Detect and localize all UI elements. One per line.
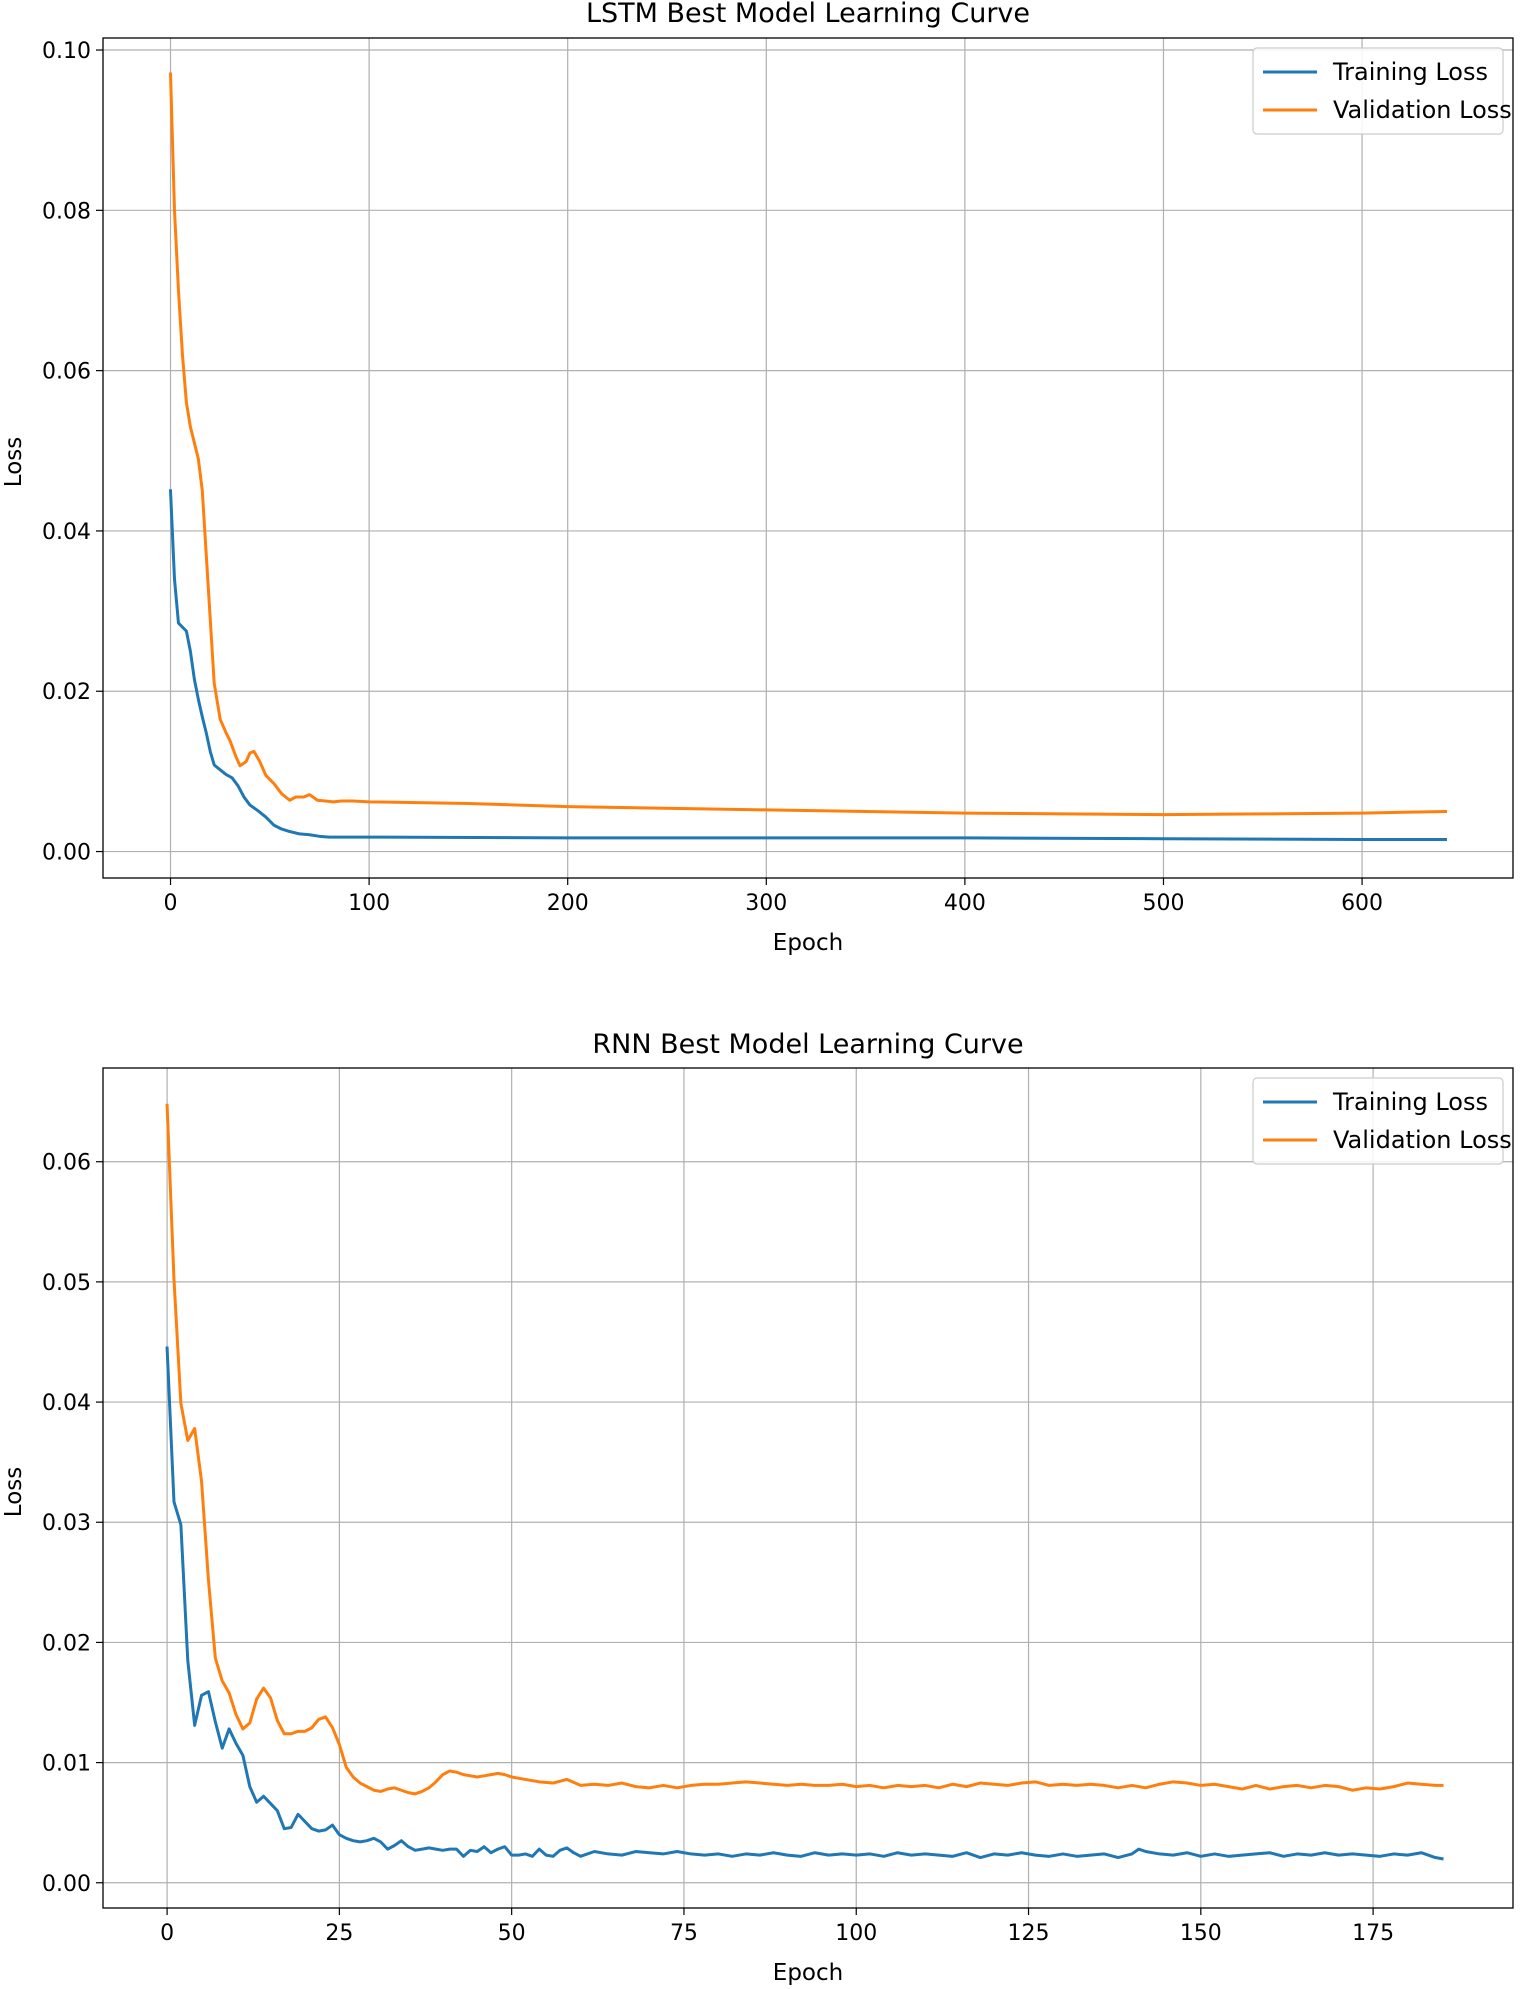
y-tick-label: 0.04 (42, 1391, 91, 1416)
x-tick-label: 0 (160, 1921, 174, 1946)
plot-area (103, 1068, 1513, 1908)
training-loss-line (168, 489, 1447, 842)
y-axis-label: Loss (1, 1467, 27, 1517)
y-tick-label: 0.06 (42, 360, 91, 385)
legend-box (1252, 1077, 1504, 1165)
x-tick-label: 400 (944, 891, 986, 916)
x-tick-label: 0 (164, 891, 178, 916)
y-tick-label: 0.10 (42, 39, 91, 64)
chart-title: LSTM Best Model Learning Curve (586, 0, 1030, 29)
y-tick-label: 0.00 (42, 1872, 91, 1897)
y-tick-label: 0.02 (42, 680, 91, 705)
legend-box (1252, 47, 1504, 135)
y-tick-label: 0.02 (42, 1631, 91, 1656)
axes-frame (102, 1067, 1514, 1909)
legend: Training Loss Validation Loss (1252, 1077, 1512, 1165)
y-tick-label: 0.00 (42, 841, 91, 866)
x-tick-label: 300 (745, 891, 787, 916)
plot-area (103, 38, 1513, 878)
x-axis-label: Epoch (773, 930, 843, 956)
legend-label: Training Loss (1332, 1088, 1488, 1116)
axes-frame (102, 37, 1514, 879)
validation-loss-line (165, 1103, 1444, 1796)
rnn-learning-curve-chart: RNN Best Model Learning Curve Loss Epoch… (1, 1029, 1514, 1986)
y-tick-label: 0.08 (42, 199, 91, 224)
x-tick-label: 500 (1142, 891, 1184, 916)
legend-label: Validation Loss (1333, 1126, 1512, 1154)
y-tick-label: 0.01 (42, 1752, 91, 1777)
legend-label: Training Loss (1332, 58, 1488, 86)
y-tick-label: 0.06 (42, 1151, 91, 1176)
x-tick-label: 125 (1008, 1921, 1050, 1946)
chart-title: RNN Best Model Learning Curve (592, 1029, 1023, 1060)
x-axis-label: Epoch (773, 1960, 843, 1986)
x-tick-label: 100 (835, 1921, 877, 1946)
y-tick-label: 0.04 (42, 520, 91, 545)
y-tick-label: 0.05 (42, 1271, 91, 1296)
validation-loss-line (168, 72, 1448, 817)
x-tick-label: 175 (1352, 1921, 1394, 1946)
x-tick-label: 600 (1341, 891, 1383, 916)
lstm-learning-curve-chart: LSTM Best Model Learning Curve Loss Epoc… (1, 0, 1514, 956)
training-loss-line (165, 1346, 1444, 1861)
x-tick-label: 150 (1180, 1921, 1222, 1946)
x-tick-label: 50 (498, 1921, 526, 1946)
y-tick-label: 0.03 (42, 1511, 91, 1536)
legend-label: Validation Loss (1333, 96, 1512, 124)
x-tick-label: 100 (348, 891, 390, 916)
x-tick-label: 25 (325, 1921, 353, 1946)
x-tick-label: 75 (670, 1921, 698, 1946)
legend: Training Loss Validation Loss (1252, 47, 1512, 135)
x-tick-label: 200 (547, 891, 589, 916)
y-axis-label: Loss (1, 437, 27, 487)
